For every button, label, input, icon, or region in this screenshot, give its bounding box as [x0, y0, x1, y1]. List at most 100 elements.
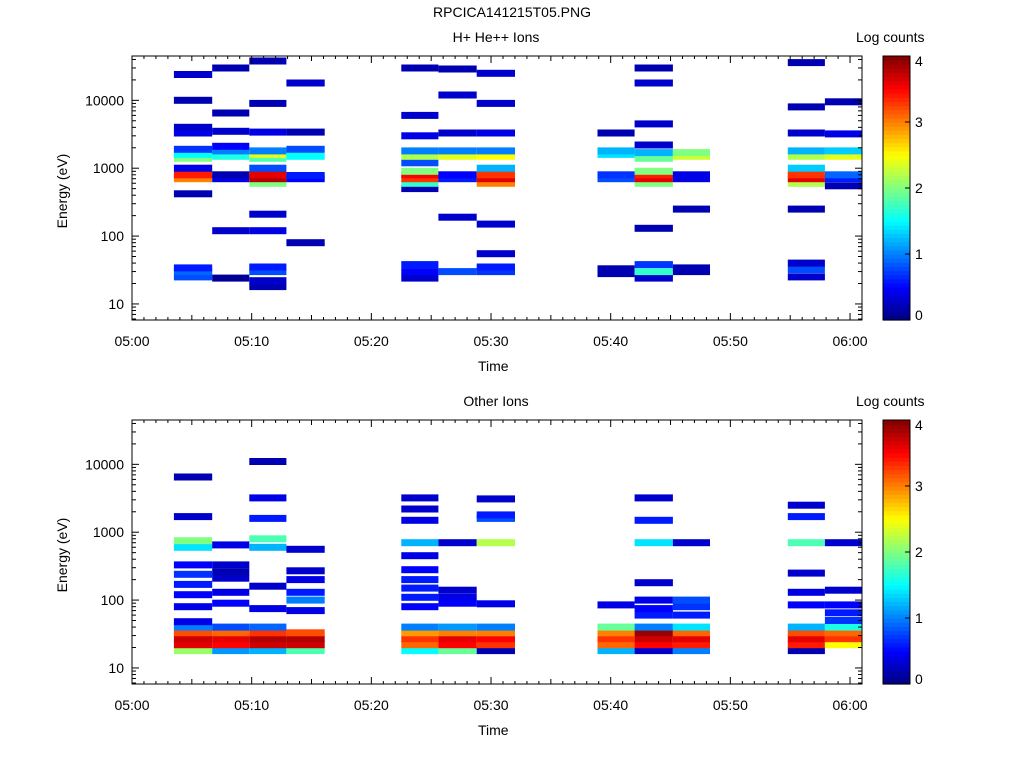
heatmap-cell — [597, 270, 635, 278]
file-title: RPCICA141215T05.PNG — [433, 4, 591, 20]
colorbar-segment — [883, 60, 910, 65]
colorbar-segment — [883, 212, 910, 218]
panel-1-colorbar-label: Log counts — [856, 29, 925, 45]
colorbar-segment — [883, 171, 910, 177]
heatmap-cell — [824, 152, 862, 160]
y-tick-label: 1000 — [93, 160, 124, 176]
heatmap-cell — [634, 154, 673, 162]
heatmap-cell — [401, 111, 439, 119]
heatmap-cell — [787, 164, 825, 172]
heatmap-cell — [401, 175, 439, 183]
heatmap-cell — [249, 175, 287, 183]
colorbar-segment — [883, 315, 910, 321]
heatmap-cell — [173, 154, 213, 162]
heatmap-cell — [634, 149, 673, 157]
heatmap-cell — [212, 152, 250, 160]
heatmap-cell — [438, 171, 477, 179]
heatmap-cell — [476, 99, 515, 107]
x-tick-label: 05:50 — [713, 333, 748, 349]
colorbar-segment — [883, 241, 910, 247]
colorbar-segment — [883, 126, 910, 131]
x-tick-label: 05:40 — [593, 333, 628, 349]
colorbar-segment — [883, 80, 910, 86]
colorbar-segment — [883, 287, 910, 292]
y-tick-label: 10 — [108, 296, 124, 312]
heatmap-cell — [212, 171, 250, 179]
heatmap-cell — [212, 227, 250, 235]
heatmap-cell — [212, 127, 250, 135]
heatmap-cell — [634, 268, 673, 276]
colorbar-segment — [883, 237, 910, 243]
colorbar-tick-label: 4 — [915, 53, 923, 69]
colorbar-tick-label: 1 — [915, 246, 923, 262]
heatmap-cell — [249, 179, 287, 187]
heatmap-cell — [787, 179, 825, 187]
heatmap-cell — [597, 265, 635, 273]
colorbar-segment — [883, 229, 910, 234]
heatmap-cell — [401, 167, 439, 175]
heatmap-cell — [634, 224, 673, 232]
panel-2-title: Other Ions — [463, 393, 529, 409]
heatmap-cell — [672, 268, 710, 276]
heatmap-cell — [476, 250, 515, 258]
heatmap-cell — [787, 205, 825, 213]
heatmap-cell — [173, 96, 213, 104]
heatmap-cell — [597, 129, 635, 137]
colorbar-segment — [883, 196, 910, 201]
heatmap-cell — [173, 273, 213, 281]
x-tick-label: 05:00 — [114, 333, 149, 349]
colorbar-segment — [883, 307, 910, 313]
heatmap-cell — [634, 175, 673, 183]
heatmap-cell — [476, 147, 515, 155]
colorbar-segment — [883, 130, 910, 135]
colorbar-segment — [883, 150, 910, 156]
heatmap-cell — [438, 129, 477, 137]
panel-1-colorbar: 0 1 2 3 4 — [882, 53, 923, 323]
heatmap-cell — [249, 268, 287, 276]
heatmap-cell — [173, 171, 213, 179]
colorbar-segment — [883, 179, 910, 185]
heatmap-cell — [286, 239, 325, 247]
heatmap-cell — [212, 109, 250, 117]
colorbar-segment — [883, 192, 910, 197]
heatmap-cell — [286, 172, 325, 179]
panel-1-cells — [173, 57, 862, 291]
heatmap-cell — [476, 220, 515, 228]
heatmap-cell — [173, 145, 213, 153]
heatmap-cell — [173, 264, 213, 272]
colorbar-segment — [883, 56, 910, 61]
heatmap-cell — [787, 273, 825, 281]
heatmap-cell — [212, 274, 250, 282]
heatmap-cell — [824, 130, 862, 138]
colorbar-segment — [883, 146, 910, 152]
colorbar-segment — [883, 105, 910, 111]
heatmap-cell — [401, 179, 439, 187]
colorbar-segment — [883, 97, 910, 102]
heatmap-cell — [173, 190, 213, 198]
heatmap-cell — [787, 103, 825, 111]
colorbar-tick-label: 3 — [915, 114, 923, 130]
heatmap-cell — [249, 164, 287, 172]
heatmap-cell — [173, 175, 213, 183]
heatmap-cell — [173, 71, 213, 78]
heatmap-cell — [634, 167, 673, 175]
colorbar-segment — [883, 216, 910, 222]
heatmap-cell — [672, 152, 710, 160]
heatmap-cell — [476, 175, 515, 183]
panel-2-colorbar-label: Log counts — [856, 393, 925, 409]
heatmap-cell — [476, 171, 515, 179]
heatmap-cell — [634, 120, 673, 128]
colorbar-segment — [883, 225, 910, 230]
heatmap-cell — [787, 175, 825, 183]
heatmap-cell — [212, 175, 250, 183]
heatmap-cell — [438, 147, 477, 155]
y-tick-label: 100 — [101, 228, 125, 244]
heatmap-cell — [634, 274, 673, 282]
heatmap-cell — [787, 129, 825, 137]
heatmap-cell — [249, 263, 287, 271]
heatmap-cell — [212, 142, 250, 150]
colorbar-segment — [883, 113, 910, 119]
colorbar-segment — [883, 142, 910, 148]
colorbar-segment — [883, 274, 910, 280]
